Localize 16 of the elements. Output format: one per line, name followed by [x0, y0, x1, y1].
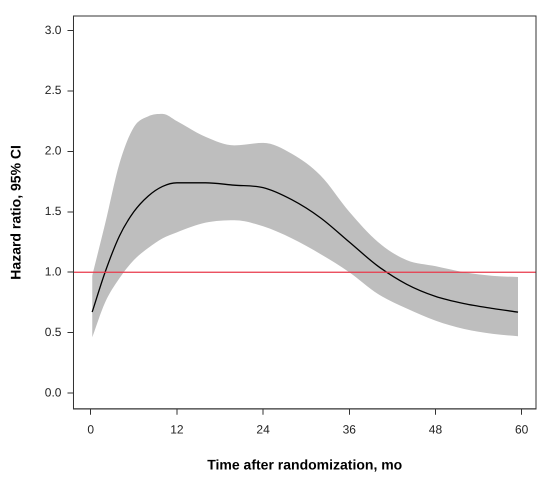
line-series — [92, 182, 519, 313]
x-axis-title: Time after randomization, mo — [207, 456, 402, 472]
x-tick-label: 60 — [514, 422, 529, 436]
y-tick-label: 0.5 — [44, 324, 62, 339]
x-tick-label: 48 — [428, 422, 442, 436]
y-tick-label: 1.5 — [44, 204, 62, 218]
x-tick-label: 12 — [170, 422, 184, 436]
y-axis-title: Hazard ratio, 95% CI — [7, 145, 24, 280]
y-tick-label: 1.0 — [44, 264, 62, 279]
x-tick-label: 0 — [87, 422, 94, 436]
y-tick-label: 0.0 — [44, 385, 62, 400]
x-tick-label: 24 — [256, 422, 270, 436]
y-tick-label: 2.0 — [44, 144, 62, 158]
y-tick-label: 3.0 — [44, 22, 62, 37]
x-tick-label: 36 — [342, 422, 356, 436]
y-tick-label: 2.5 — [44, 83, 62, 98]
